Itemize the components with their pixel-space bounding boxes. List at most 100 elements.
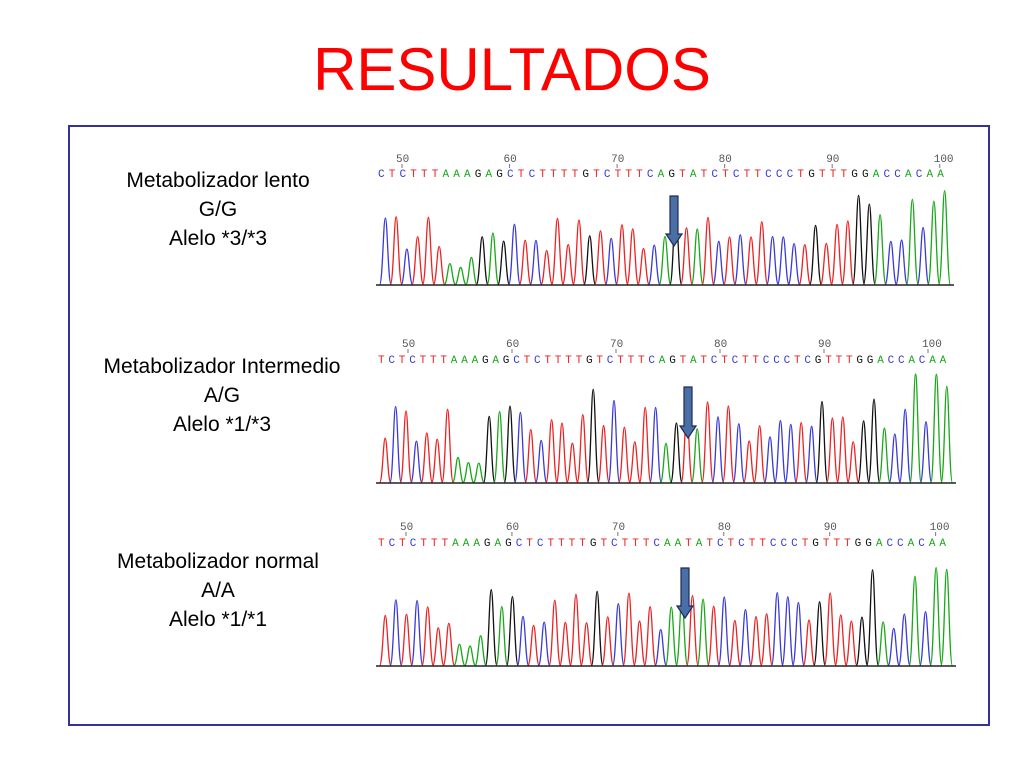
peak: [569, 593, 583, 667]
base-call: A: [461, 355, 468, 367]
peak: [712, 240, 726, 286]
base-call: C: [784, 355, 791, 367]
peak: [823, 592, 837, 667]
base-call: G: [668, 169, 675, 181]
base-call: C: [770, 538, 777, 550]
base-call: T: [823, 538, 830, 550]
peak: [654, 628, 668, 667]
peak: [505, 595, 519, 667]
peak: [813, 601, 827, 667]
peak: [884, 240, 898, 286]
peak: [690, 428, 704, 484]
base-call: A: [453, 169, 460, 181]
ruler-label: 80: [718, 522, 731, 534]
peak: [898, 408, 912, 484]
ruler-label: 90: [826, 154, 839, 166]
peak: [798, 244, 812, 286]
peak: [443, 262, 457, 286]
base-call: G: [851, 169, 858, 181]
peak: [497, 240, 511, 286]
base-call: T: [722, 169, 729, 181]
base-call: T: [844, 538, 851, 550]
peak: [463, 645, 477, 667]
base-call: G: [815, 355, 822, 367]
base-call: A: [690, 169, 697, 181]
ruler-label: 100: [922, 339, 942, 351]
base-call: G: [475, 169, 482, 181]
base-call: T: [550, 169, 557, 181]
peak: [638, 406, 652, 484]
peak: [597, 424, 610, 484]
phenotype-label: Metabolizador Intermedio: [103, 355, 341, 378]
peak: [760, 613, 774, 667]
peak: [514, 411, 527, 484]
peak: [400, 248, 414, 286]
base-call: T: [628, 355, 635, 367]
peak: [540, 249, 554, 286]
peak: [389, 599, 403, 667]
peak: [909, 373, 922, 484]
base-call: G: [590, 538, 597, 550]
peak: [400, 613, 413, 667]
peak: [451, 456, 465, 484]
peak: [897, 613, 911, 667]
base-call: A: [659, 355, 666, 367]
peak: [830, 223, 844, 286]
base-call: T: [679, 169, 686, 181]
base-call: C: [916, 169, 923, 181]
base-call: T: [600, 538, 607, 550]
ruler-label: 90: [818, 339, 831, 351]
base-call: T: [638, 355, 645, 367]
trace-peaks: [378, 373, 954, 484]
base-call: C: [388, 355, 395, 367]
base-call: G: [862, 169, 869, 181]
base-call: C: [804, 355, 811, 367]
base-call: T: [547, 538, 554, 550]
base-call: T: [539, 169, 546, 181]
peak: [763, 436, 777, 484]
allele-label: Alelo *3/*3: [168, 227, 268, 250]
peak: [722, 405, 735, 484]
base-call: T: [802, 538, 809, 550]
base-call: T: [685, 538, 692, 550]
base-call: T: [572, 169, 579, 181]
peak: [618, 426, 631, 484]
peak: [626, 228, 640, 286]
peak: [601, 616, 615, 667]
ruler-label: 70: [612, 522, 625, 534]
peak: [558, 621, 572, 667]
base-call: C: [765, 169, 772, 181]
peak: [482, 415, 496, 484]
peak: [905, 198, 919, 286]
base-call: T: [561, 169, 568, 181]
peak: [529, 239, 543, 286]
base-call: C: [733, 169, 740, 181]
base-call: C: [529, 169, 536, 181]
peak: [834, 614, 848, 667]
base-call: A: [926, 169, 933, 181]
base-call: G: [482, 355, 489, 367]
position-ruler: 50 60 70 80 90 100: [400, 522, 949, 536]
base-call: C: [648, 355, 655, 367]
base-call: T: [593, 169, 600, 181]
trace-peaks: [378, 566, 954, 667]
peak: [887, 627, 901, 667]
peak: [537, 621, 551, 667]
base-call: A: [937, 169, 944, 181]
genotype-label: A/A: [201, 579, 235, 602]
ruler-label: 50: [400, 522, 413, 534]
base-call: C: [507, 169, 514, 181]
base-call: T: [569, 538, 576, 550]
base-call: T: [825, 355, 832, 367]
base-call: T: [410, 169, 417, 181]
peak: [462, 461, 475, 484]
base-call: G: [496, 169, 503, 181]
base-call: A: [463, 538, 470, 550]
peak: [474, 635, 488, 667]
panel-label-intermediate: Metabolizador Intermedio A/G Alelo *1/*3: [72, 352, 372, 439]
peak: [622, 592, 636, 667]
peak: [742, 440, 756, 484]
peak: [378, 437, 392, 484]
base-call: C: [773, 355, 780, 367]
peak: [527, 624, 541, 667]
